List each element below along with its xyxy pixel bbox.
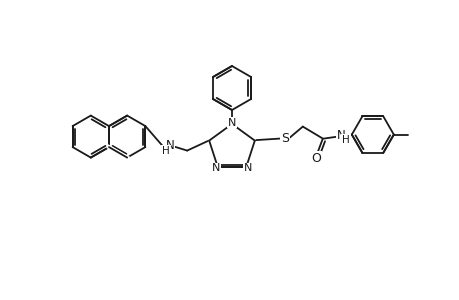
Text: N: N	[165, 139, 174, 152]
Text: N: N	[243, 164, 252, 173]
Text: S: S	[280, 132, 288, 145]
Text: O: O	[310, 152, 320, 165]
Text: N: N	[336, 129, 344, 142]
Text: H: H	[341, 135, 349, 145]
Text: N: N	[211, 164, 219, 173]
Text: H: H	[162, 146, 170, 156]
Text: N: N	[227, 118, 235, 128]
